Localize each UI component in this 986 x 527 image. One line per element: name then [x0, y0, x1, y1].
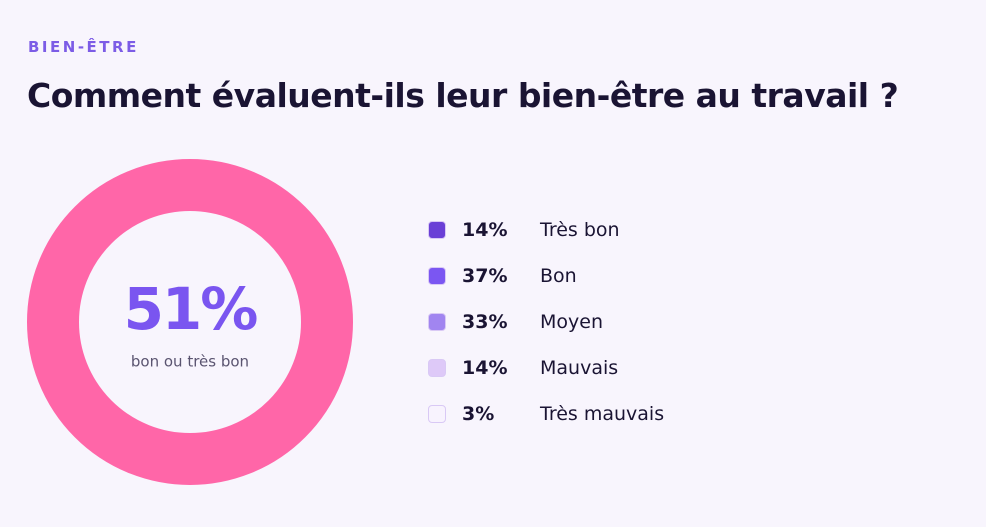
legend-swatch	[428, 267, 446, 285]
legend-value: 14%	[462, 219, 508, 241]
legend-swatch	[428, 405, 446, 423]
legend-swatch	[428, 359, 446, 377]
donut-ring	[27, 159, 353, 485]
legend-label: Très mauvais	[540, 403, 665, 425]
legend-label: Moyen	[540, 311, 603, 333]
legend-item: 14% Mauvais	[428, 356, 618, 380]
title: Comment évaluent-ils leur bien-être au t…	[27, 76, 899, 115]
legend-item: 14% Très bon	[428, 218, 620, 242]
legend-value: 37%	[462, 265, 508, 287]
legend-item: 3% Très mauvais	[428, 402, 664, 426]
legend-item: 37% Bon	[428, 264, 577, 288]
legend-value: 14%	[462, 357, 508, 379]
legend-label: Mauvais	[540, 357, 619, 379]
donut-caption: bon ou très bon	[131, 353, 249, 371]
legend-value: 3%	[462, 403, 495, 425]
legend-swatch	[428, 221, 446, 239]
legend-label: Très bon	[540, 219, 620, 241]
legend-label: Bon	[540, 265, 577, 287]
donut-chart: 51% bon ou très bon	[27, 159, 353, 485]
donut-value: 51%	[124, 275, 258, 343]
legend-item: 33% Moyen	[428, 310, 603, 334]
legend-swatch	[428, 313, 446, 331]
kicker: BIEN-ÊTRE	[28, 38, 139, 56]
legend-value: 33%	[462, 311, 508, 333]
